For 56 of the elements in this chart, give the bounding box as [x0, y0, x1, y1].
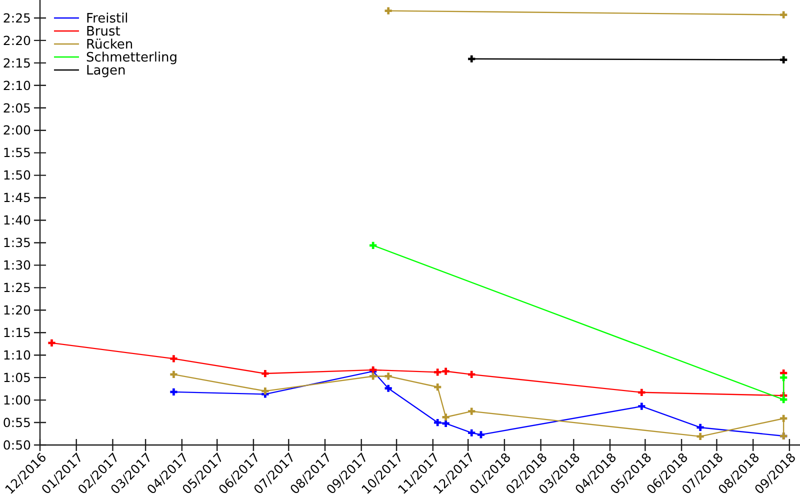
y-tick-label: 1:15: [2, 325, 31, 340]
y-tick-label: 0:55: [2, 414, 31, 430]
legend-label: Lagen: [86, 64, 126, 79]
point: [780, 56, 788, 64]
point: [434, 368, 442, 376]
point: [48, 339, 56, 347]
point: [384, 372, 392, 380]
y-tick-label: 1:55: [2, 145, 31, 160]
y-tick-label: 2:20: [2, 32, 32, 48]
y-tick-label: 1:20: [2, 302, 32, 318]
point: [638, 388, 646, 396]
point: [170, 370, 178, 378]
y-tick-label: 1:05: [2, 370, 31, 385]
point: [370, 242, 377, 249]
point: [477, 431, 485, 438]
point: [262, 388, 269, 395]
legend-label: Schmetterling: [86, 50, 178, 66]
point: [442, 420, 450, 427]
y-tick-label: 1:40: [2, 212, 32, 228]
point: [468, 408, 476, 415]
y-tick-label: 2:00: [2, 122, 32, 138]
point: [468, 55, 476, 62]
point: [442, 368, 450, 375]
legend-label: Freistil: [86, 12, 128, 27]
y-tick-label: 1:10: [2, 347, 32, 362]
y-tick-label: 1:25: [2, 280, 31, 296]
legend-label: Brust: [86, 24, 120, 40]
point: [780, 11, 788, 18]
point: [170, 388, 178, 396]
point: [434, 383, 442, 391]
point: [442, 414, 450, 421]
point: [780, 374, 788, 382]
point: [262, 370, 269, 378]
point: [370, 372, 377, 380]
point: [434, 418, 442, 426]
point: [468, 370, 476, 378]
y-tick-label: 1:00: [2, 392, 32, 408]
point: [780, 396, 788, 404]
y-tick-label: 2:05: [2, 100, 31, 116]
point: [780, 414, 788, 422]
point: [468, 429, 476, 436]
point: [384, 7, 392, 14]
y-tick-label: 1:35: [2, 235, 31, 250]
point: [696, 432, 704, 440]
y-tick-label: 1:50: [2, 168, 32, 183]
y-tick-label: 0:50: [2, 437, 32, 452]
y-tick-label: 1:45: [2, 190, 31, 206]
y-tick-label: 1:30: [2, 258, 32, 273]
point: [384, 384, 392, 392]
point: [696, 424, 704, 432]
legend-label: Rücken: [86, 38, 134, 53]
y-tick-label: 2:15: [2, 55, 31, 70]
y-tick-label: 2:10: [2, 78, 32, 93]
point: [170, 355, 178, 362]
point: [638, 402, 646, 410]
y-tick-label: 2:25: [2, 10, 31, 26]
